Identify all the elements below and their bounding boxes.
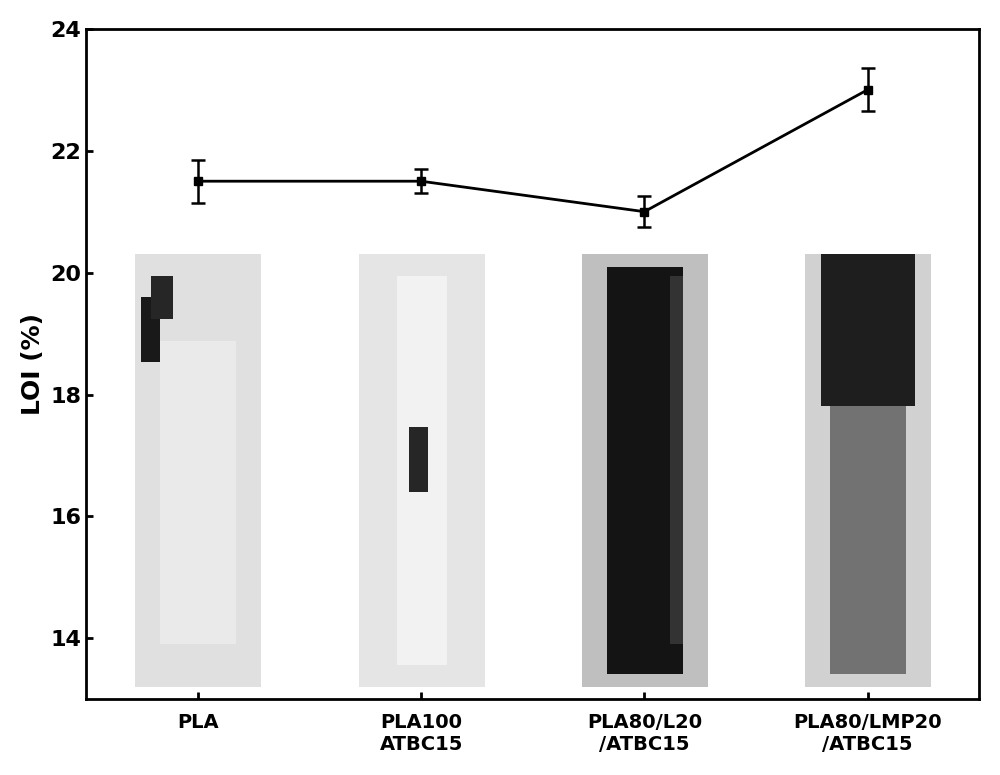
Y-axis label: LOI (%): LOI (%) xyxy=(21,313,45,415)
